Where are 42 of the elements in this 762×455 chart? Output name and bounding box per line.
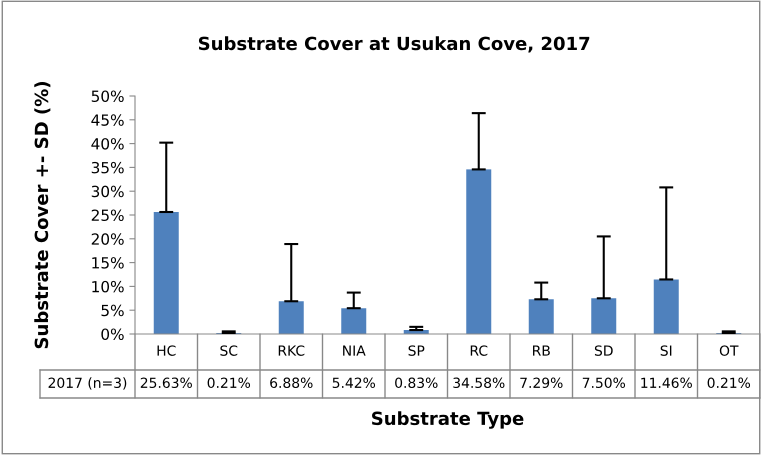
data-label: 25.63% xyxy=(140,378,192,388)
y-tick-label: 10% xyxy=(92,280,124,292)
data-label: 6.88% xyxy=(270,378,313,388)
bar xyxy=(341,308,366,334)
data-label: 7.50% xyxy=(582,378,626,388)
y-axis-title: Substrate Cover +- SD (%) xyxy=(34,82,50,348)
x-tick-label: SI xyxy=(660,345,672,356)
x-axis-title: Substrate Type xyxy=(372,411,524,429)
x-tick-label: NIA xyxy=(343,346,366,356)
y-tick-label: 5% xyxy=(102,304,124,316)
data-label: 5.42% xyxy=(332,378,376,388)
x-tick-label: RB xyxy=(533,346,550,356)
data-label: 0.21% xyxy=(708,378,750,388)
bar xyxy=(154,212,179,334)
x-tick-label: SD xyxy=(594,345,613,356)
y-tick-label: 20% xyxy=(92,233,124,245)
x-tick-label: OT xyxy=(720,345,738,356)
text: 2017 (n=3) xyxy=(48,377,126,390)
x-tick-label: RC xyxy=(470,345,488,356)
x-tick-label: HC xyxy=(158,345,176,356)
x-tick-label: RKC xyxy=(278,345,304,356)
data-label: 11.46% xyxy=(641,378,692,388)
y-tick-label: 35% xyxy=(92,162,124,174)
y-tick-label: 15% xyxy=(92,257,124,269)
bar xyxy=(528,299,554,334)
bar xyxy=(278,301,304,334)
bar xyxy=(654,279,679,334)
data-label: 34.58% xyxy=(453,378,504,388)
bar xyxy=(466,169,492,334)
y-tick-label: 40% xyxy=(91,138,124,150)
y-tick-label: 50% xyxy=(92,90,124,102)
x-tick-label: SC xyxy=(220,345,238,356)
chart-title: Substrate Cover at Usukan Cove, 2017 xyxy=(198,36,590,53)
data-label: 0.83% xyxy=(395,378,438,388)
y-tick-label: 25% xyxy=(92,209,124,222)
bar xyxy=(591,298,616,334)
y-tick-label: 0% xyxy=(101,328,124,340)
x-tick-label: SP xyxy=(408,345,424,356)
data-label: 0.21% xyxy=(208,378,250,388)
y-tick-label: 30% xyxy=(92,186,124,198)
data-label: 7.29% xyxy=(520,378,563,388)
y-tick-label: 45% xyxy=(91,114,124,126)
